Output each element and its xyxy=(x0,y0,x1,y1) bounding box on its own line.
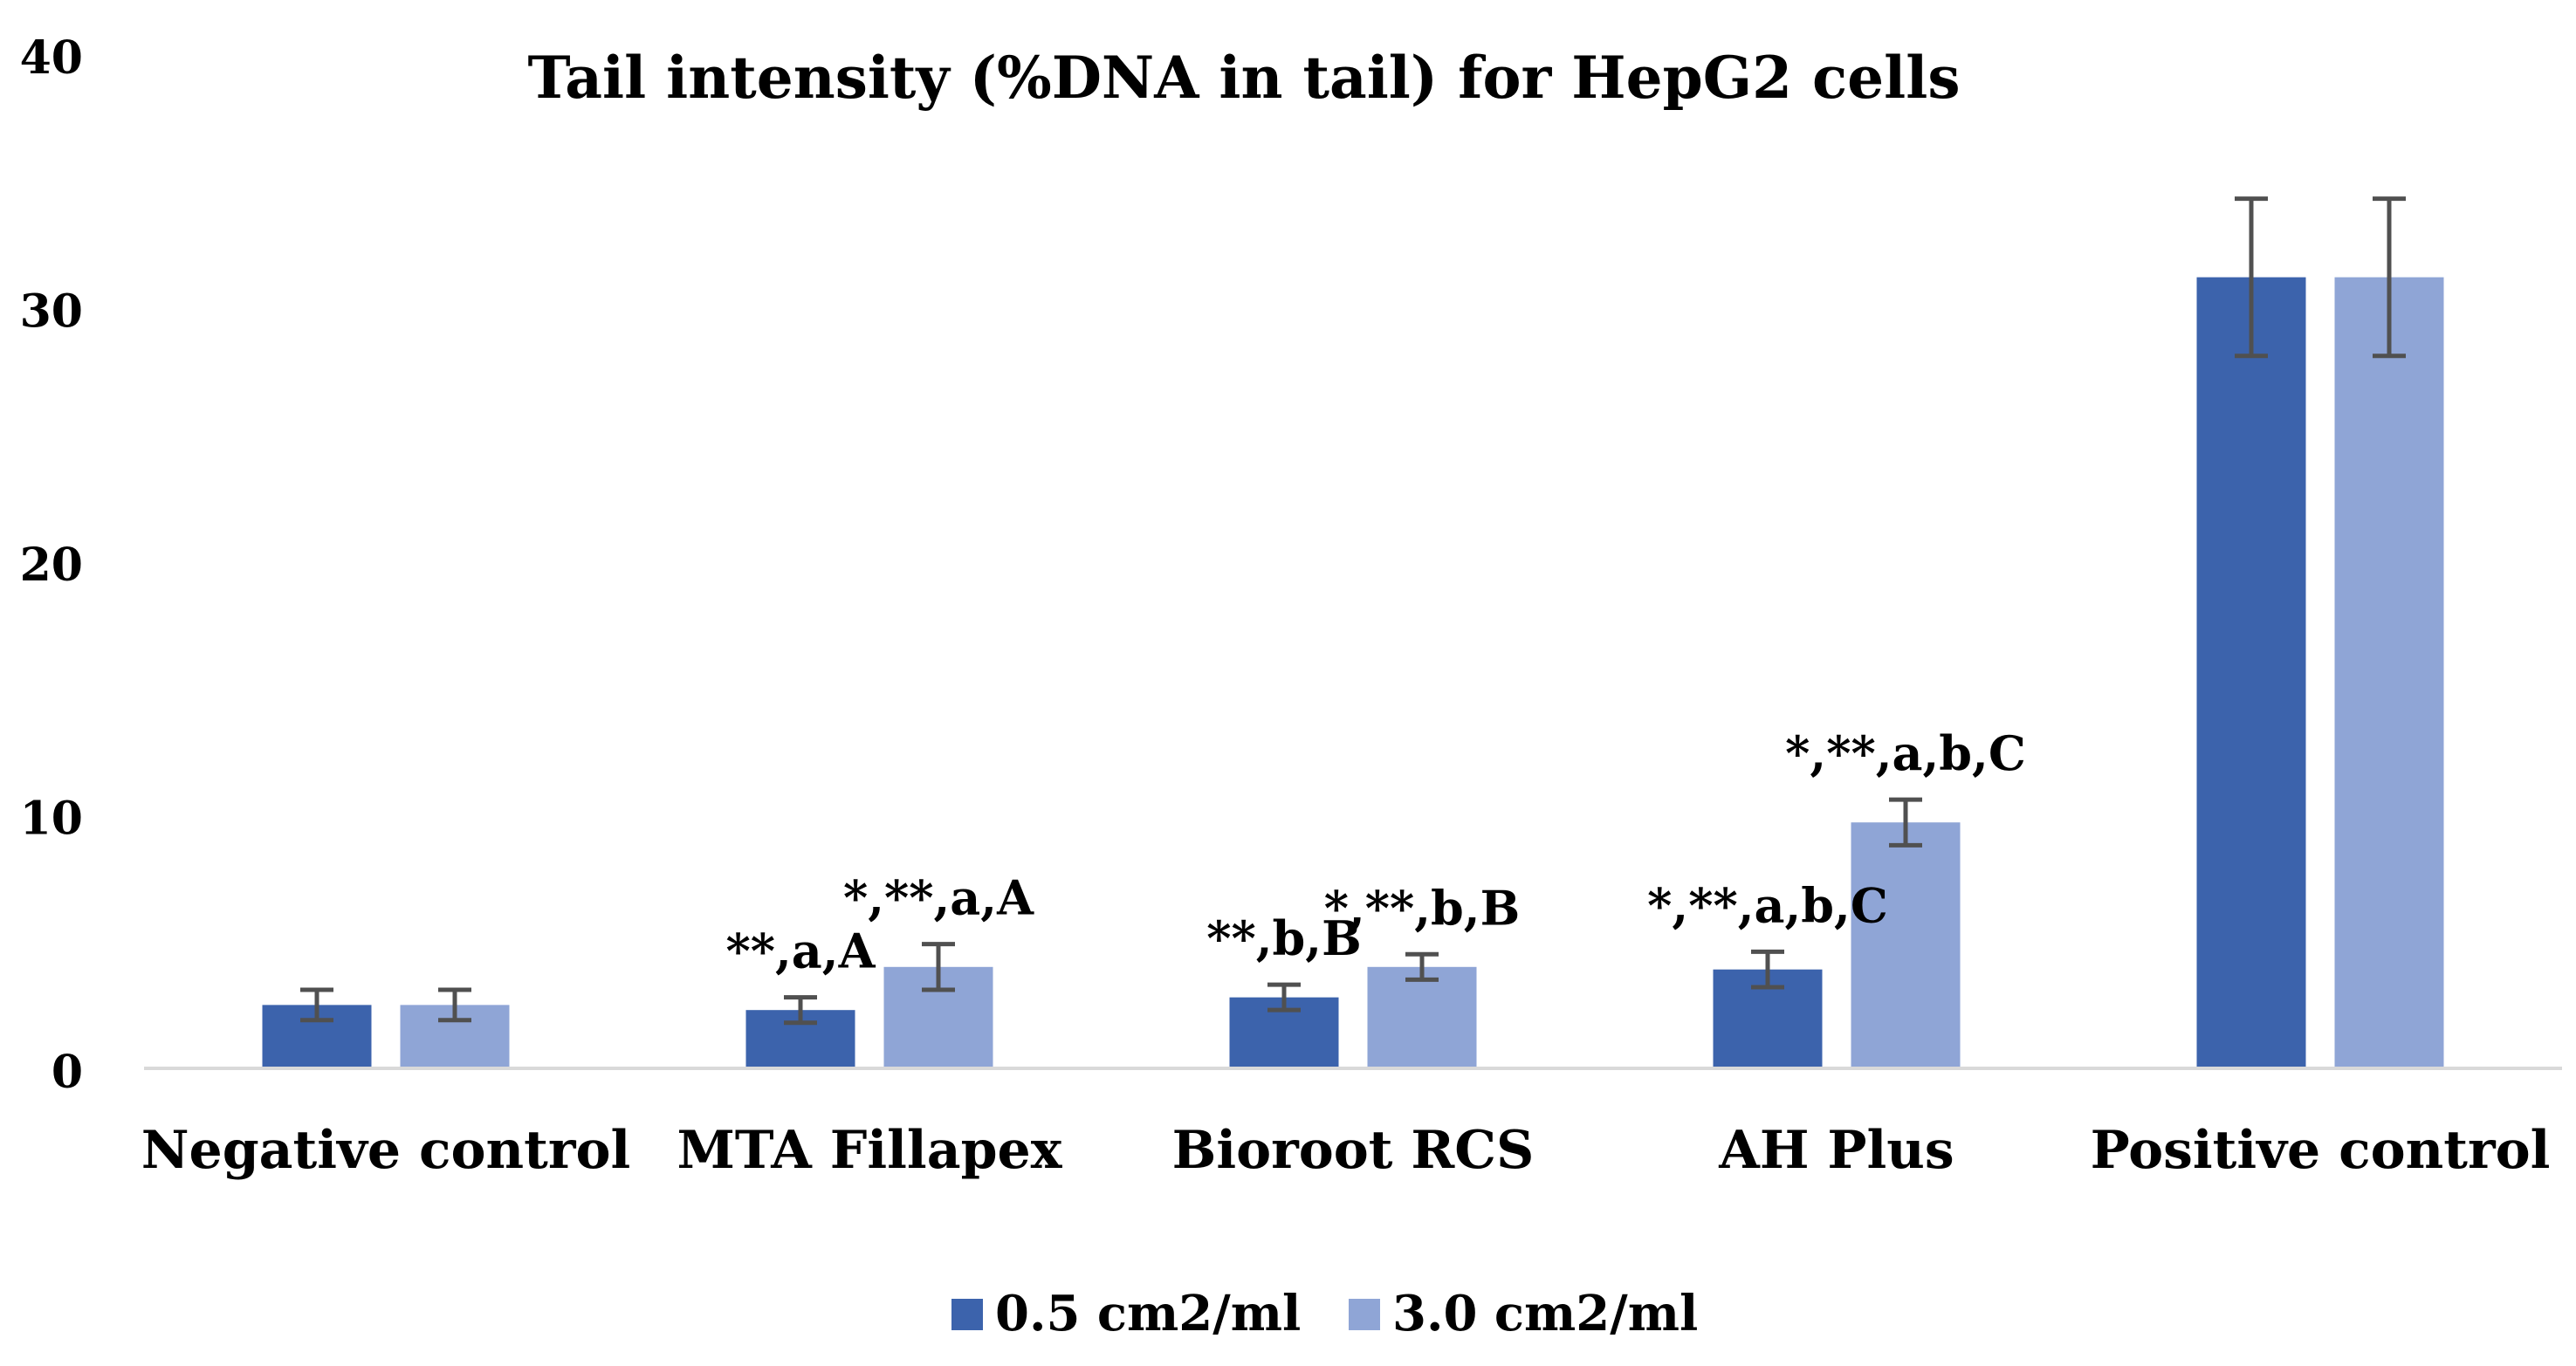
significance-label: *,**,a,A xyxy=(843,870,1034,926)
y-tick-label: 20 xyxy=(20,539,83,592)
x-tick-label: AH Plus xyxy=(1718,1120,1954,1181)
legend-swatch xyxy=(1349,1299,1380,1330)
bar-series1 xyxy=(2196,277,2306,1068)
annotations-group: **,a,A*,**,a,A **,b,B*,**,b,B *,**,a,b,C *,… xyxy=(726,725,2026,979)
y-tick-label: 10 xyxy=(20,793,83,846)
significance-label: *,**,a,b,C xyxy=(1785,725,2026,781)
legend-label: 0.5 cm2/ml xyxy=(995,1285,1301,1342)
bars-group xyxy=(262,277,2444,1068)
y-tick-label: 40 xyxy=(20,31,83,85)
significance-label: *,**,a,b,C xyxy=(1647,877,1888,933)
bar-series2 xyxy=(2334,277,2444,1068)
x-axis-labels: Negative control MTA Fillapex Bioroot RCS A… xyxy=(141,1120,2551,1181)
significance-label: **,a,A xyxy=(726,923,876,979)
y-tick-label: 0 xyxy=(52,1046,83,1099)
bar-series2 xyxy=(1851,822,1961,1068)
significance-label: *,**,b,B xyxy=(1324,880,1521,936)
chart-title: Tail intensity (%DNA in tail) for HepG2 … xyxy=(528,44,1961,112)
x-tick-label: Negative control xyxy=(141,1120,631,1181)
legend-swatch xyxy=(951,1299,983,1330)
bar-series2 xyxy=(1367,966,1477,1068)
y-axis-ticks: 0 10 20 30 40 xyxy=(20,31,83,1099)
legend-label: 3.0 cm2/ml xyxy=(1392,1285,1698,1342)
legend: 0.5 cm2/ml 3.0 cm2/ml xyxy=(951,1285,1698,1342)
x-tick-label: Positive control xyxy=(2091,1120,2551,1181)
y-tick-label: 30 xyxy=(20,285,83,339)
x-tick-label: Bioroot RCS xyxy=(1172,1120,1535,1181)
x-tick-label: MTA Fillapex xyxy=(677,1120,1063,1181)
significance-label: **,b,B xyxy=(1206,910,1361,966)
error-bars-group xyxy=(300,196,2406,1026)
